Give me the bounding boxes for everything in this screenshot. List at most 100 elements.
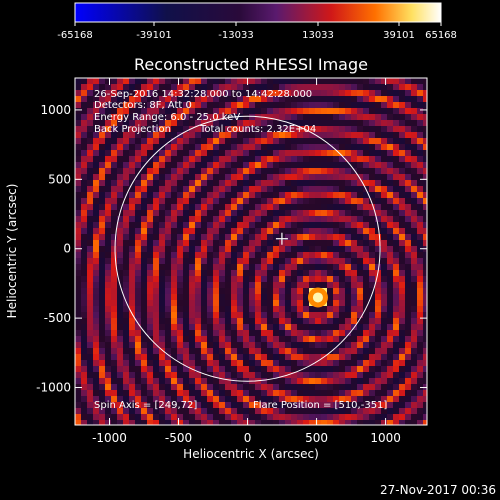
- heatmap-cell: [255, 414, 261, 420]
- heatmap-cell: [249, 186, 255, 192]
- heatmap-cell: [225, 408, 231, 414]
- heatmap-cell: [225, 282, 231, 288]
- heatmap-cell: [279, 246, 285, 252]
- heatmap-cell: [345, 252, 351, 258]
- heatmap-cell: [141, 150, 147, 156]
- heatmap-cell: [321, 90, 327, 96]
- heatmap-cell: [75, 126, 81, 132]
- heatmap-cell: [117, 372, 123, 378]
- heatmap-cell: [123, 366, 129, 372]
- heatmap-cell: [159, 348, 165, 354]
- heatmap-cell: [267, 96, 273, 102]
- heatmap-cell: [321, 78, 327, 84]
- heatmap-cell: [201, 414, 207, 420]
- heatmap-cell: [93, 420, 99, 425]
- heatmap-cell: [93, 222, 99, 228]
- heatmap-cell: [327, 330, 333, 336]
- heatmap-cell: [81, 204, 87, 210]
- heatmap-cell: [165, 180, 171, 186]
- heatmap-cell: [261, 276, 267, 282]
- heatmap-cell: [333, 282, 339, 288]
- heatmap-cell: [117, 276, 123, 282]
- heatmap-cell: [81, 372, 87, 378]
- heatmap-cell: [363, 414, 369, 420]
- heatmap-cell: [105, 222, 111, 228]
- heatmap-cell: [279, 186, 285, 192]
- heatmap-cell: [153, 384, 159, 390]
- heatmap-cell: [339, 246, 345, 252]
- heatmap-cell: [99, 384, 105, 390]
- heatmap-cell: [369, 234, 375, 240]
- heatmap-cell: [189, 264, 195, 270]
- heatmap-cell: [321, 126, 327, 132]
- heatmap-cell: [111, 258, 117, 264]
- heatmap-cell: [387, 306, 393, 312]
- heatmap-cell: [99, 330, 105, 336]
- heatmap-cell: [219, 180, 225, 186]
- heatmap-cell: [129, 408, 135, 414]
- heatmap-cell: [225, 126, 231, 132]
- heatmap-cell: [141, 282, 147, 288]
- heatmap-cell: [357, 318, 363, 324]
- heatmap-cell: [123, 276, 129, 282]
- heatmap-cell: [171, 312, 177, 318]
- heatmap-cell: [369, 408, 375, 414]
- heatmap-cell: [423, 186, 427, 192]
- heatmap-cell: [99, 408, 105, 414]
- heatmap-cell: [225, 342, 231, 348]
- heatmap-cell: [153, 348, 159, 354]
- heatmap-cell: [93, 402, 99, 408]
- heatmap-cell: [213, 348, 219, 354]
- heatmap-cell: [183, 120, 189, 126]
- heatmap-cell: [225, 138, 231, 144]
- heatmap-cell: [261, 216, 267, 222]
- heatmap-cell: [237, 288, 243, 294]
- heatmap-cell: [351, 252, 357, 258]
- heatmap-cell: [285, 78, 291, 84]
- heatmap-cell: [417, 384, 423, 390]
- heatmap-cell: [303, 222, 309, 228]
- heatmap-cell: [141, 138, 147, 144]
- heatmap-cell: [417, 360, 423, 366]
- heatmap-cell: [387, 126, 393, 132]
- heatmap-cell: [207, 90, 213, 96]
- heatmap-cell: [165, 162, 171, 168]
- heatmap-cell: [339, 132, 345, 138]
- heatmap-cell: [297, 186, 303, 192]
- heatmap-cell: [93, 318, 99, 324]
- heatmap-cell: [375, 276, 381, 282]
- heatmap-cell: [393, 132, 399, 138]
- heatmap-cell: [285, 330, 291, 336]
- heatmap-cell: [375, 204, 381, 210]
- heatmap-cell: [309, 270, 315, 276]
- heatmap-cell: [177, 246, 183, 252]
- heatmap-cell: [291, 414, 297, 420]
- heatmap-cell: [321, 324, 327, 330]
- heatmap-cell: [417, 138, 423, 144]
- heatmap-cell: [375, 174, 381, 180]
- heatmap-cell: [249, 228, 255, 234]
- heatmap-cell: [213, 318, 219, 324]
- heatmap-cell: [81, 252, 87, 258]
- heatmap-cell: [279, 150, 285, 156]
- heatmap-cell: [177, 240, 183, 246]
- heatmap-cell: [99, 144, 105, 150]
- heatmap-cell: [387, 414, 393, 420]
- heatmap-cell: [135, 120, 141, 126]
- heatmap-cell: [333, 138, 339, 144]
- heatmap-cell: [75, 84, 81, 90]
- heatmap-cell: [411, 354, 417, 360]
- heatmap-cell: [87, 306, 93, 312]
- heatmap-cell: [189, 144, 195, 150]
- heatmap-cell: [201, 222, 207, 228]
- heatmap-cell: [255, 408, 261, 414]
- heatmap-cell: [237, 294, 243, 300]
- heatmap-cell: [387, 90, 393, 96]
- heatmap-cell: [195, 204, 201, 210]
- heatmap-cell: [405, 372, 411, 378]
- heatmap-cell: [147, 132, 153, 138]
- heatmap-cell: [339, 270, 345, 276]
- heatmap-cell: [261, 264, 267, 270]
- heatmap-cell: [309, 408, 315, 414]
- heatmap-cell: [273, 84, 279, 90]
